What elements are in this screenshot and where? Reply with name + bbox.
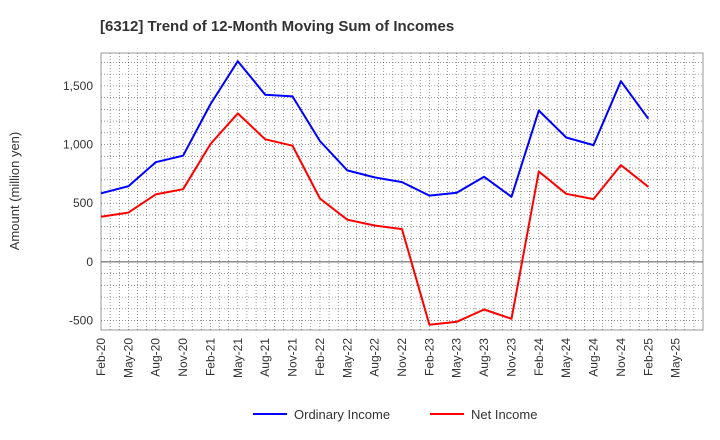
x-tick-label: Feb-22 [313,338,327,376]
x-tick-label: Feb-24 [532,338,546,376]
y-tick-label: 1,000 [63,138,93,152]
x-tick-label: May-20 [121,338,135,378]
y-tick-label: 500 [73,196,93,210]
legend: Ordinary Income Net Income [253,407,537,422]
y-axis-label: Amount (million yen) [7,132,22,251]
x-tick-label: Feb-20 [94,338,108,376]
x-tick-label: May-21 [231,338,245,378]
x-tick-label: Nov-23 [504,338,518,377]
series-line-net-income [100,112,649,326]
grid [101,53,703,330]
x-tick-label: Aug-20 [149,338,163,377]
y-tick-label: 1,500 [63,79,93,93]
x-tick-label: Nov-20 [176,338,190,377]
y-tick-label: 0 [86,255,93,269]
series-line-ordinary-income [100,60,650,198]
x-tick-label: Aug-24 [587,338,601,377]
x-tick-label: Aug-22 [368,338,382,377]
series-group [100,60,650,326]
x-tick-label: May-22 [340,338,354,378]
y-axis-ticks: -500 0 500 1,000 1,500 [63,79,93,328]
chart-title: [6312] Trend of 12-Month Moving Sum of I… [100,18,454,35]
x-tick-label: Nov-21 [286,338,300,377]
x-tick-label: Feb-25 [641,338,655,376]
x-tick-label: May-23 [450,338,464,378]
x-tick-label: May-24 [559,338,573,378]
x-tick-label: Aug-21 [258,338,272,377]
x-tick-label: Aug-23 [477,338,491,377]
x-tick-label: Nov-24 [614,338,628,377]
x-tick-label: Feb-21 [203,338,217,376]
legend-label: Ordinary Income [294,407,390,422]
x-tick-label: Feb-23 [422,338,436,376]
y-tick-label: -500 [69,314,93,328]
x-axis-ticks: Feb-20 May-20 Aug-20 Nov-20 Feb-21 May-21 Aug-… [94,338,683,378]
x-tick-label: Nov-22 [395,338,409,377]
x-tick-label: May-25 [669,338,683,378]
legend-label: Net Income [471,407,537,422]
